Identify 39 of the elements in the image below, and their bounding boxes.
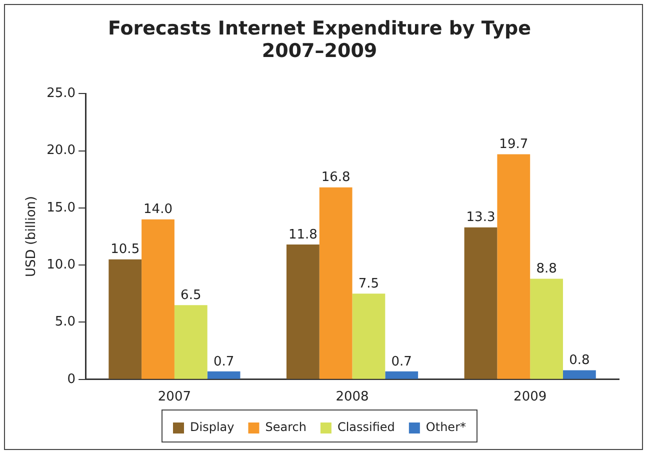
- bar: [530, 278, 563, 379]
- data-label: 0.7: [391, 354, 412, 370]
- y-tick-label: 20.0: [46, 143, 76, 158]
- bar: [464, 227, 498, 379]
- bar: [207, 371, 240, 379]
- data-label: 0.7: [213, 354, 234, 370]
- data-label: 10.5: [110, 242, 140, 258]
- y-tick-label: 10.0: [46, 257, 76, 272]
- y-axis-title: USD (billion): [24, 196, 40, 277]
- bar: [108, 259, 142, 379]
- bar: [174, 305, 208, 379]
- bar: [142, 219, 174, 379]
- data-label: 0.8: [569, 353, 590, 368]
- legend-label: Other*: [426, 420, 466, 434]
- bar: [352, 294, 386, 379]
- data-label: 13.3: [466, 210, 496, 226]
- data-label: 19.7: [499, 137, 528, 152]
- y-tick-label: 0: [67, 372, 76, 387]
- bar: [497, 154, 530, 379]
- legend-label: Search: [265, 420, 306, 434]
- y-tick-label: 15.0: [46, 200, 76, 216]
- data-label: 7.5: [358, 276, 380, 292]
- y-tick-label: 5.0: [54, 314, 76, 330]
- data-label: 6.5: [180, 288, 202, 303]
- data-label: 14.0: [144, 202, 172, 218]
- y-tick-label: 25.0: [46, 86, 76, 101]
- data-label: 11.8: [288, 227, 318, 242]
- x-tick-label: 2007: [158, 390, 191, 405]
- bar: [319, 187, 352, 379]
- chart-title: Forecasts Internet Expenditure by Type 2007–2009: [108, 17, 531, 62]
- x-tick-label: 2008: [336, 390, 369, 405]
- data-label: 16.8: [321, 170, 350, 186]
- data-label: 8.8: [536, 262, 557, 277]
- legend-label: Classified: [337, 420, 395, 434]
- bar: [562, 370, 596, 379]
- bar: [286, 244, 320, 379]
- legend-label: Display: [190, 420, 234, 434]
- bar: [385, 371, 418, 379]
- x-tick-label: 2009: [514, 390, 547, 405]
